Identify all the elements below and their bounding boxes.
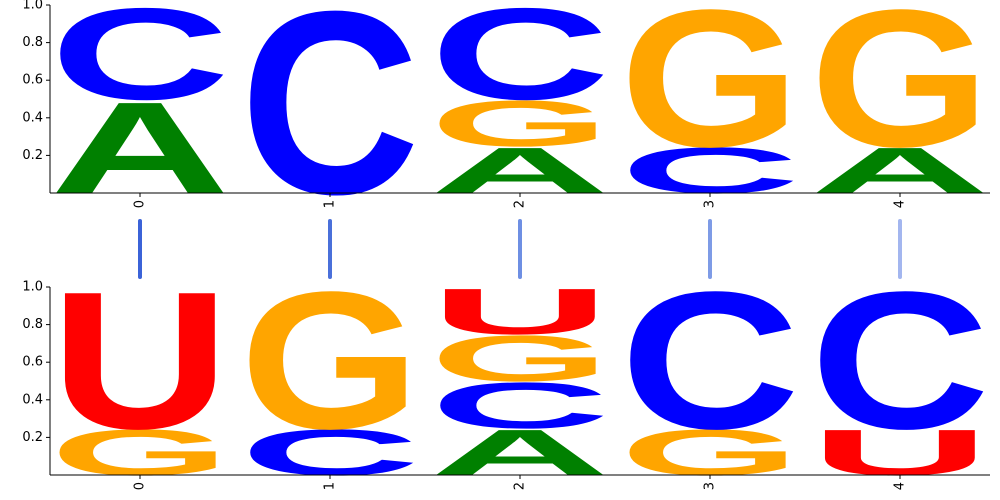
logo-letter: C [240, 0, 420, 249]
logo-letter: C [430, 369, 610, 442]
x-tick-label: 2 [513, 482, 528, 490]
x-tick-label: 0 [133, 482, 148, 490]
logo-letter: C [810, 252, 990, 470]
y-tick-label: 0.6 [22, 73, 43, 88]
y-tick-label: 1.0 [22, 280, 43, 295]
logo-letter: C [620, 252, 800, 470]
x-tick-label: 1 [323, 200, 338, 208]
logo-letter: U [430, 275, 610, 348]
x-tick-label: 3 [703, 200, 718, 208]
logo-letter: G [620, 0, 800, 188]
logo-letter: G [430, 87, 610, 160]
y-tick-label: 0.8 [22, 317, 43, 332]
logo-letter: G [810, 0, 990, 188]
logo-letter: G [240, 252, 420, 470]
y-tick-label: 0.4 [22, 110, 43, 125]
logo-letter: C [430, 0, 610, 127]
y-tick-label: 0.8 [22, 35, 43, 50]
y-tick-label: 1.0 [22, 0, 43, 13]
y-tick-label: 0.4 [22, 392, 43, 407]
x-tick-label: 0 [133, 200, 148, 208]
y-tick-label: 0.2 [22, 430, 43, 445]
y-tick-label: 0.6 [22, 355, 43, 370]
x-tick-label: 3 [703, 482, 718, 490]
x-tick-label: 4 [893, 482, 908, 490]
logo-letter: G [430, 322, 610, 395]
logo-letter: C [50, 0, 230, 127]
x-tick-label: 1 [323, 482, 338, 490]
x-tick-label: 4 [893, 200, 908, 208]
x-tick-label: 2 [513, 200, 528, 208]
y-tick-label: 0.2 [22, 148, 43, 163]
logo-letter: U [50, 252, 230, 470]
